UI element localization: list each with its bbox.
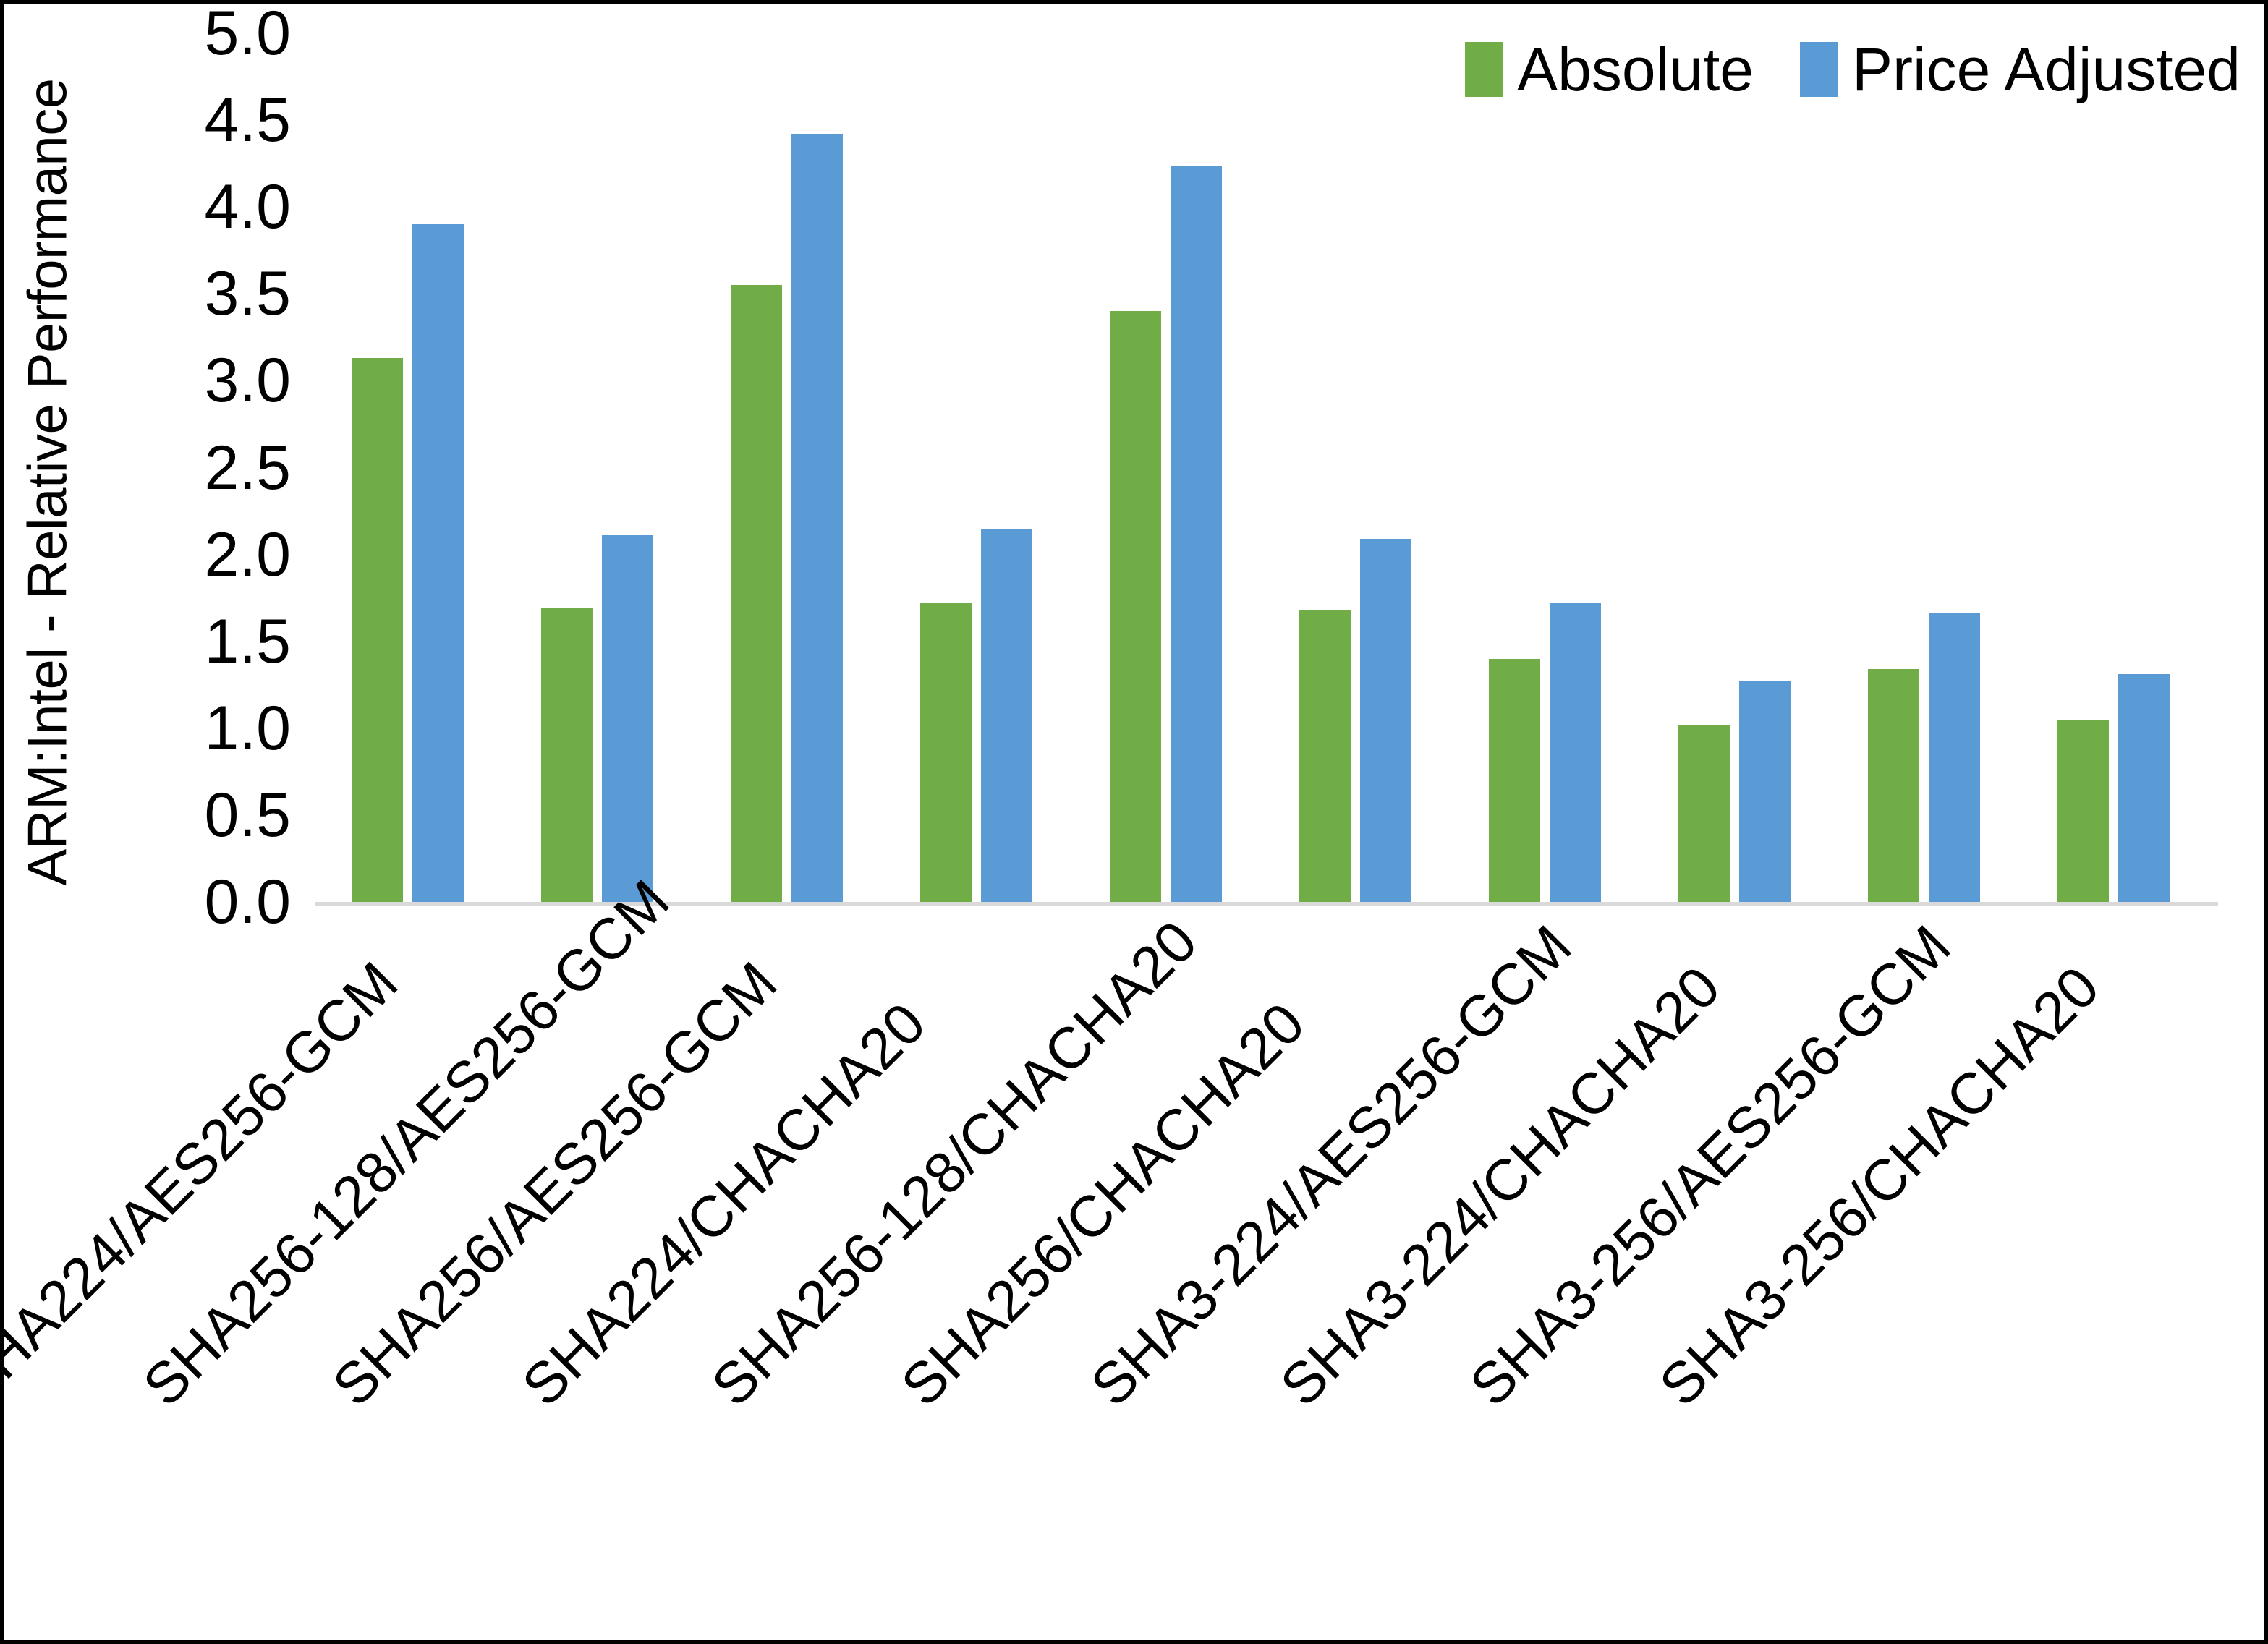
plot-area xyxy=(315,33,2218,906)
y-axis-tick-label: 0.5 xyxy=(204,780,291,850)
bar-price-adjusted[interactable] xyxy=(981,528,1032,902)
legend-swatch-icon xyxy=(1800,42,1838,97)
bar-price-adjusted[interactable] xyxy=(1550,602,1601,902)
y-axis-tick-label: 3.5 xyxy=(204,259,291,329)
bar-price-adjusted[interactable] xyxy=(1171,165,1222,902)
y-axis-tick-label: 2.0 xyxy=(204,519,291,589)
y-axis-tick-label: 1.5 xyxy=(204,606,291,676)
y-axis-tick-label: 3.0 xyxy=(204,346,291,416)
axis-baseline xyxy=(315,902,2218,906)
bar-absolute[interactable] xyxy=(1678,725,1730,902)
legend-label: Price Adjusted xyxy=(1852,35,2241,103)
y-axis-tick-label: 4.5 xyxy=(204,85,291,156)
legend-swatch-icon xyxy=(1465,42,1503,97)
y-axis-tick-label: 5.0 xyxy=(204,0,291,68)
y-axis-title: ARM:Intel - Relative Performance xyxy=(4,4,91,959)
y-axis-tick-label: 0.0 xyxy=(204,867,291,937)
bar-absolute[interactable] xyxy=(352,358,403,902)
bar-price-adjusted[interactable] xyxy=(602,535,653,902)
bar-price-adjusted[interactable] xyxy=(1739,681,1791,902)
bar-absolute[interactable] xyxy=(2057,719,2109,902)
bar-price-adjusted[interactable] xyxy=(1360,538,1411,902)
legend-item[interactable]: Price Adjusted xyxy=(1800,39,2241,100)
y-axis-tick-labels: 5.0 4.5 4.0 3.5 3.0 2.5 2.0 1.5 1.0 0.5 0.0 xyxy=(91,4,315,959)
bar-price-adjusted[interactable] xyxy=(1929,613,1980,902)
bar-absolute[interactable] xyxy=(1299,610,1351,902)
bar-price-adjusted[interactable] xyxy=(791,134,843,902)
y-axis-tick-label: 2.5 xyxy=(204,433,291,503)
bar-absolute[interactable] xyxy=(920,602,972,902)
bar-price-adjusted[interactable] xyxy=(412,224,464,902)
y-axis-title-text: ARM:Intel - Relative Performance xyxy=(17,78,79,885)
bar-price-adjusted[interactable] xyxy=(2118,674,2170,902)
bar-absolute[interactable] xyxy=(1110,311,1161,902)
bar-absolute[interactable] xyxy=(541,608,593,902)
y-axis-tick-label: 1.0 xyxy=(204,693,291,763)
chart-legend: Absolute Price Adjusted xyxy=(1465,39,2241,100)
bar-absolute[interactable] xyxy=(1868,669,1919,902)
bar-absolute[interactable] xyxy=(1489,658,1540,902)
legend-item[interactable]: Absolute xyxy=(1465,39,1754,100)
y-axis-tick-label: 4.0 xyxy=(204,172,291,242)
x-axis-category-labels: SHA224/AES256-GCM SHA256-128/AES256-GCM SH… xyxy=(4,868,2264,1629)
bar-absolute[interactable] xyxy=(731,285,782,902)
legend-label: Absolute xyxy=(1517,35,1754,103)
